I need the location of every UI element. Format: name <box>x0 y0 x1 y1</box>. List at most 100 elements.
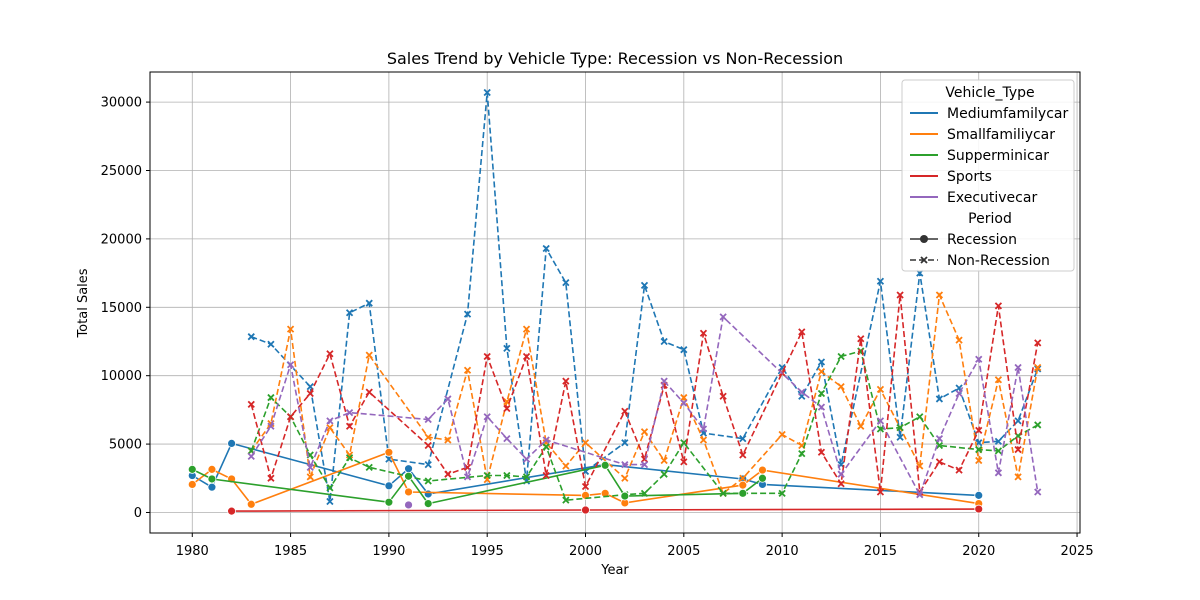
data-point-supperminicar-recession <box>738 488 748 498</box>
data-point-smallfamiliycar-recession <box>246 499 256 509</box>
data-point-smallfamiliycar-non-recession <box>326 424 334 432</box>
data-point-sports-non-recession <box>935 458 944 466</box>
y-tick-label: 5000 <box>109 438 142 453</box>
data-point-executivecar-non-recession <box>699 425 708 433</box>
data-point-sports-recession <box>227 506 236 516</box>
x-tick-label: 1985 <box>274 544 307 559</box>
data-point-supperminicar-non-recession <box>719 489 727 497</box>
data-point-smallfamiliycar-non-recession <box>522 325 531 333</box>
data-point-sports-non-recession <box>857 335 865 343</box>
data-point-smallfamiliycar-recession <box>758 465 767 475</box>
data-point-executivecar-non-recession <box>817 403 826 411</box>
legend-style-label: Non-Recession <box>947 253 1050 269</box>
data-point-sports-non-recession <box>306 389 314 398</box>
data-point-sports-non-recession <box>955 466 963 474</box>
data-point-smallfamiliycar-non-recession <box>306 473 314 481</box>
data-point-supperminicar-non-recession <box>640 489 649 497</box>
data-point-mediumfamilycar-non-recession <box>365 299 373 307</box>
data-point-sports-non-recession <box>1014 445 1022 454</box>
data-point-sports-non-recession <box>522 352 531 361</box>
data-point-supperminicar-non-recession <box>365 463 373 471</box>
data-point-supperminicar-recession <box>600 460 610 470</box>
data-point-executivecar-non-recession <box>542 436 550 444</box>
data-point-sports-non-recession <box>444 470 452 478</box>
data-point-executivecar-non-recession <box>522 455 531 463</box>
data-point-mediumfamilycar-recession <box>404 464 413 474</box>
legend-box <box>901 79 1075 272</box>
data-point-supperminicar-recession <box>384 497 394 507</box>
data-point-supperminicar-non-recession <box>916 413 924 421</box>
data-point-sports-non-recession <box>483 352 491 361</box>
legend-style-label: Recession <box>947 232 1017 248</box>
legend-marker-x <box>920 256 928 264</box>
data-point-sports-non-recession <box>562 377 570 385</box>
data-point-executivecar-non-recession <box>660 377 668 385</box>
data-point-supperminicar-non-recession <box>326 484 334 492</box>
legend: Vehicle_Type Mediumfamilycar Smallfamiliyc… <box>901 79 1075 272</box>
legend-hue-title: Vehicle_Type <box>945 85 1034 101</box>
data-point-mediumfamilycar-non-recession <box>1014 417 1022 425</box>
data-point-supperminicar-recession <box>187 464 197 474</box>
data-point-smallfamiliycar-non-recession <box>562 462 570 470</box>
data-point-mediumfamilycar-recession <box>423 489 433 499</box>
data-point-mediumfamilycar-non-recession <box>876 277 885 285</box>
data-point-supperminicar-non-recession <box>896 424 904 432</box>
data-point-supperminicar-non-recession <box>267 393 275 402</box>
data-point-smallfamiliycar-non-recession <box>699 436 708 444</box>
data-point-smallfamiliycar-non-recession <box>1014 473 1022 481</box>
data-point-sports-non-recession <box>365 388 373 396</box>
data-point-executivecar-non-recession <box>876 417 885 425</box>
data-point-mediumfamilycar-non-recession <box>994 437 1003 445</box>
data-point-executivecar-non-recession <box>975 355 983 363</box>
data-point-executivecar-non-recession <box>837 470 845 478</box>
data-point-sports-non-recession <box>267 474 275 482</box>
data-point-executivecar-non-recession <box>1034 488 1042 496</box>
data-point-mediumfamilycar-recession <box>974 490 984 500</box>
data-point-smallfamiliycar-recession <box>404 487 413 497</box>
x-tick-label: 2010 <box>766 544 799 559</box>
series-line-sports-recession <box>231 508 979 512</box>
data-point-sports-non-recession <box>994 302 1003 310</box>
data-point-mediumfamilycar-non-recession <box>896 433 904 441</box>
data-point-executivecar-non-recession <box>955 389 963 398</box>
data-point-supperminicar-non-recession <box>817 389 826 398</box>
data-point-supperminicar-non-recession <box>424 477 432 485</box>
data-point-mediumfamilycar-non-recession <box>680 346 688 354</box>
x-tick-label: 2015 <box>864 544 897 559</box>
x-tick-label: 2025 <box>1061 544 1094 559</box>
data-point-mediumfamilycar-non-recession <box>326 497 334 506</box>
data-point-sports-non-recession <box>621 407 629 415</box>
data-point-smallfamiliycar-non-recession <box>739 474 747 482</box>
series-line-supperminicar-recession <box>191 464 763 505</box>
legend-item-label: Supperminicar <box>947 148 1049 164</box>
data-point-mediumfamilycar-non-recession <box>817 358 826 366</box>
data-point-sports-non-recession <box>680 458 688 466</box>
data-point-executivecar-non-recession <box>424 415 432 424</box>
data-point-smallfamiliycar-non-recession <box>876 385 885 394</box>
data-point-smallfamiliycar-recession <box>384 447 394 457</box>
data-point-executivecar-non-recession <box>345 408 354 417</box>
series-line-mediumfamilycar-non-recession <box>251 92 1039 502</box>
x-tick-label: 2005 <box>667 544 700 559</box>
data-point-smallfamiliycar-non-recession <box>955 336 963 344</box>
data-point-supperminicar-non-recession <box>994 447 1003 455</box>
data-point-executivecar-non-recession <box>621 460 629 469</box>
data-point-executivecar-non-recession <box>444 395 452 403</box>
data-point-smallfamiliycar-recession <box>207 464 217 474</box>
data-point-sports-non-recession <box>876 488 885 496</box>
data-point-smallfamiliycar-non-recession <box>463 366 472 374</box>
x-tick-label: 2020 <box>962 544 995 559</box>
axis-ticks: 1980 1985 1990 1995 2000 2005 2010 2015 2020 2025… <box>101 96 1094 559</box>
y-tick-label: 0 <box>134 506 142 521</box>
data-point-executivecar-non-recession <box>247 452 255 461</box>
data-point-supperminicar-recession <box>207 474 217 484</box>
legend-item-label: Executivecar <box>947 190 1037 206</box>
x-axis-label: Year <box>600 563 629 578</box>
data-point-mediumfamilycar-non-recession <box>640 281 649 290</box>
data-point-sports-non-recession <box>247 400 255 409</box>
data-point-sports-non-recession <box>719 392 727 400</box>
data-point-supperminicar-non-recession <box>680 439 688 447</box>
series-line-supperminicar-non-recession <box>250 350 1039 502</box>
data-point-executivecar-non-recession <box>503 434 511 443</box>
data-point-smallfamiliycar-non-recession <box>1034 363 1042 372</box>
